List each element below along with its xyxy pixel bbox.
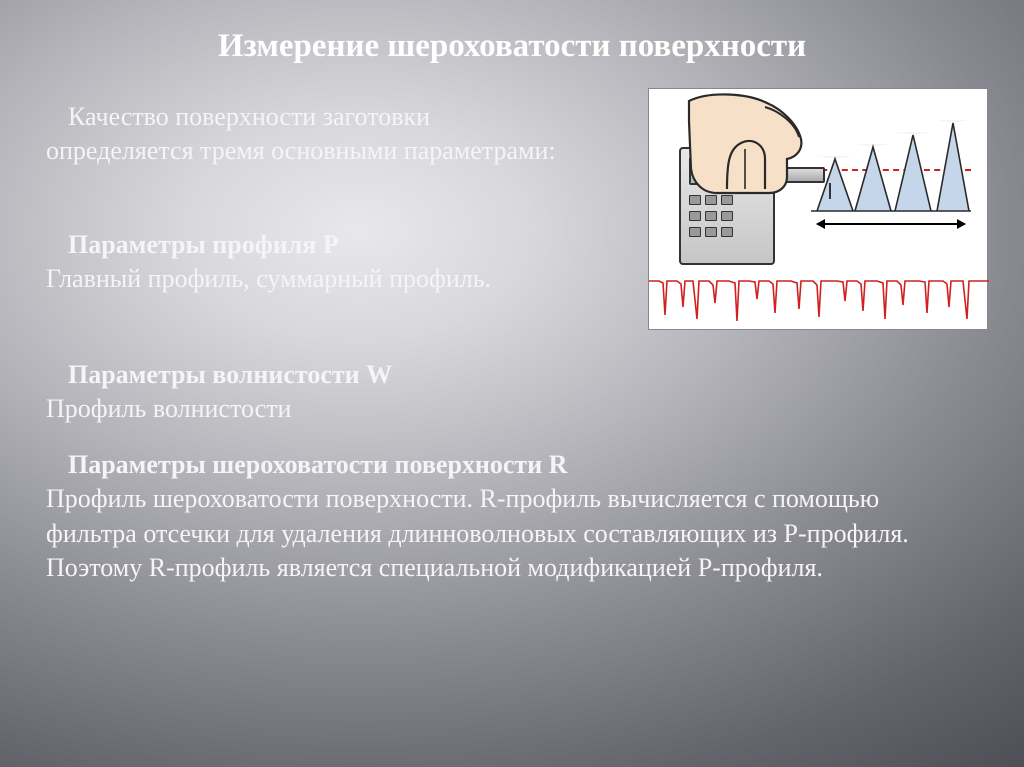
device-body: Ra 80.6 [679, 147, 775, 265]
device-probe-tip [829, 183, 831, 199]
device-button-row-1 [689, 195, 733, 205]
slide-title: Измерение шероховатости поверхности [0, 28, 1024, 65]
w-profile-body: Профиль волнистости [46, 392, 646, 426]
slide: Измерение шероховатости поверхности Каче… [0, 0, 1024, 767]
device-button-row-2 [689, 211, 733, 221]
device-button-row-3 [689, 227, 733, 237]
r-profile-block: Параметры шероховатости поверхности R Пр… [46, 448, 946, 585]
intro-paragraph: Качество поверхности заготовки определяе… [46, 100, 566, 169]
r-profile-heading: Параметры шероховатости поверхности R [46, 448, 946, 482]
peak-outlines [811, 113, 971, 233]
r-profile-body: Профиль шероховатости поверхности. R-про… [46, 482, 946, 585]
p-profile-heading: Параметры профиля P [46, 228, 566, 262]
p-profile-body: Главный профиль, суммарный профиль. [46, 262, 566, 296]
surface-peaks [811, 113, 971, 233]
w-profile-heading: Параметры волнистости W [46, 358, 646, 392]
device-screen: Ra 80.6 [689, 157, 765, 185]
dimension-arrow [817, 223, 965, 225]
p-profile-block: Параметры профиля P Главный профиль, сум… [46, 228, 566, 297]
figure-upper-area: Ra 80.6 [649, 89, 987, 269]
figure-roughness-tester: Ra 80.6 [648, 88, 988, 330]
device-probe [769, 167, 825, 183]
roughness-trace [649, 263, 989, 323]
w-profile-block: Параметры волнистости W Профиль волнисто… [46, 358, 646, 427]
